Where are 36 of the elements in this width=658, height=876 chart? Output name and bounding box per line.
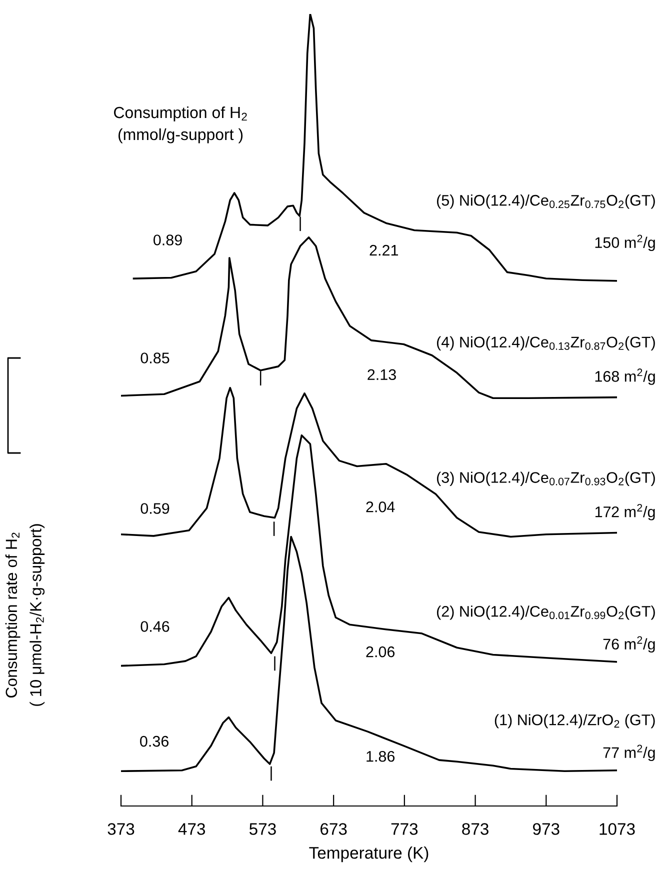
series-label: (5) NiO(12.4)/Ce$_{0.25}$Zr$_{0.75}$O$_{2}$(GT) bbox=[436, 194, 655, 209]
text: Consumption rate of H$_{2}$ ( 10 μmol-H$_{2}$/K·g-support) bbox=[5, 524, 45, 706]
series-label: (2) NiO(12.4)/Ce$_{0.01}$Zr$_{0.99}$O$_{2}$(GT) bbox=[436, 606, 655, 620]
annotation: 2.13 bbox=[368, 369, 396, 380]
x-tick-label: 973 bbox=[533, 823, 560, 835]
text: (1) NiO(12.4)/ZrO$_{2}$ (GT) bbox=[494, 714, 655, 728]
x-tick-label: 873 bbox=[462, 823, 488, 835]
annotation: 172 m$^{2}$/g bbox=[595, 504, 655, 520]
annotation: 0.46 bbox=[140, 621, 170, 632]
x-axis-title: Temperature (K) bbox=[309, 846, 428, 862]
x-tick-label: 573 bbox=[249, 823, 276, 835]
annotation: 2.06 bbox=[366, 646, 395, 658]
annotation: 0.89 bbox=[153, 234, 182, 246]
annotation: 150 m$^{2}$/g bbox=[595, 234, 655, 251]
annotation: 2.04 bbox=[366, 501, 395, 512]
x-tick-label: 773 bbox=[391, 823, 418, 835]
annotation: | bbox=[260, 371, 262, 386]
annotation: | bbox=[300, 216, 301, 232]
annotation: | bbox=[274, 656, 276, 671]
annotation: 1.86 bbox=[366, 750, 395, 762]
series-label: (4) NiO(12.4)/Ce$_{0.13}$Zr$_{0.87}$O$_{2}$(GT) bbox=[436, 336, 655, 351]
x-tick-label: 473 bbox=[178, 823, 206, 835]
series-label: (3) NiO(12.4)/Ce$_{0.07}$Zr$_{0.93}$O$_{2}$(GT) bbox=[436, 472, 655, 486]
annotation: 0.36 bbox=[140, 736, 168, 747]
annotation: | bbox=[270, 766, 272, 781]
annotation: Consumption of H$_{2}$ (mmol/g-support ) bbox=[114, 106, 247, 144]
annotation: | bbox=[273, 522, 275, 536]
x-tick-label: 1073 bbox=[600, 823, 635, 835]
annotation: 0.85 bbox=[140, 352, 170, 364]
x-tick-label: 673 bbox=[320, 823, 347, 835]
annotation: 76 m$^{2}$/g bbox=[603, 636, 655, 653]
annotation: 168 m$^{2}$/g bbox=[595, 368, 655, 385]
x-tick-label: 373 bbox=[108, 823, 134, 835]
annotation: 77 m$^{2}$/g bbox=[603, 744, 655, 762]
annotation: 2.21 bbox=[370, 244, 398, 256]
annotation: 0.59 bbox=[140, 503, 170, 514]
